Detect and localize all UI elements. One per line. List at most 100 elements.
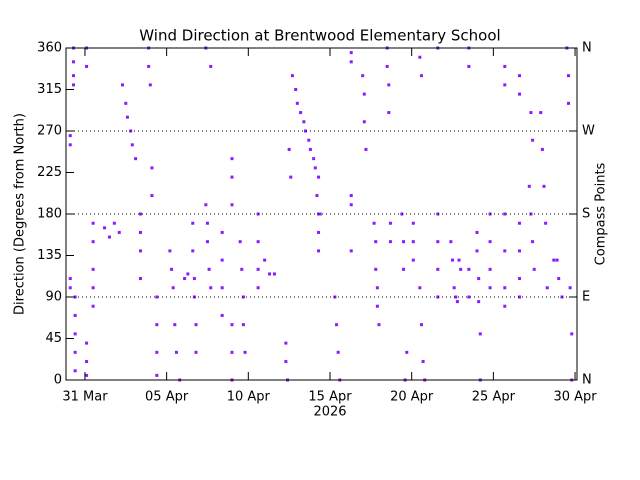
data-point <box>503 286 507 290</box>
data-point <box>419 74 423 78</box>
data-point <box>540 147 544 151</box>
data-point <box>455 300 459 304</box>
data-point <box>205 221 209 225</box>
data-point <box>436 267 440 271</box>
data-point <box>299 111 303 115</box>
data-point <box>375 304 379 308</box>
data-point <box>240 267 244 271</box>
data-point <box>148 83 152 87</box>
data-point <box>388 240 392 244</box>
data-point <box>287 147 291 151</box>
data-point <box>488 240 492 244</box>
data-point <box>241 323 245 327</box>
data-point <box>312 157 316 161</box>
data-point <box>467 64 471 68</box>
data-point <box>388 221 392 225</box>
y2-axis-title: Compass Points <box>594 162 609 265</box>
data-point <box>349 51 353 55</box>
data-point <box>130 143 134 147</box>
data-point <box>336 350 340 354</box>
data-point <box>503 212 507 216</box>
y-tick-label: 45 <box>45 331 62 346</box>
data-point <box>220 258 224 262</box>
data-point <box>73 350 77 354</box>
data-point <box>303 129 307 133</box>
data-point <box>85 360 89 364</box>
data-point <box>238 240 242 244</box>
data-point <box>256 286 260 290</box>
data-point <box>73 313 77 317</box>
data-point <box>477 277 481 281</box>
data-point <box>191 249 195 253</box>
data-point <box>150 166 154 170</box>
data-point <box>194 323 198 327</box>
y-tick-label: 180 <box>37 207 62 222</box>
data-point <box>318 212 322 216</box>
data-point <box>241 295 245 299</box>
data-point <box>155 373 159 377</box>
data-point <box>147 64 151 68</box>
data-point <box>570 332 574 336</box>
data-point <box>436 212 440 216</box>
data-point <box>362 92 366 96</box>
data-point <box>402 267 406 271</box>
data-point <box>567 74 571 78</box>
data-point <box>372 221 376 225</box>
x-tick-label: 10 Apr <box>227 390 271 405</box>
data-point <box>91 304 95 308</box>
data-point <box>377 323 381 327</box>
data-point <box>150 194 154 198</box>
data-point <box>517 295 521 299</box>
data-point <box>230 323 234 327</box>
y-tick-label: 90 <box>45 290 62 305</box>
data-point <box>531 138 535 142</box>
x-tick-label: 20 Apr <box>390 390 434 405</box>
data-point <box>478 332 482 336</box>
data-point <box>289 175 293 179</box>
y-tick-label: 135 <box>37 248 62 263</box>
data-point <box>555 258 559 262</box>
data-point <box>449 240 453 244</box>
data-point <box>374 267 378 271</box>
data-point <box>85 64 89 68</box>
data-point <box>374 240 378 244</box>
data-point <box>155 323 159 327</box>
data-point <box>477 300 481 304</box>
data-point <box>467 295 471 299</box>
data-point <box>68 143 72 147</box>
data-point <box>68 286 72 290</box>
data-point <box>220 286 224 290</box>
data-point <box>192 277 196 281</box>
data-point <box>220 313 224 317</box>
data-point <box>531 240 535 244</box>
data-point <box>112 221 116 225</box>
data-point <box>284 341 288 345</box>
data-point <box>527 184 531 188</box>
data-point <box>117 230 121 234</box>
data-point <box>134 157 138 161</box>
data-point <box>517 277 521 281</box>
data-point <box>230 203 234 207</box>
data-point <box>295 101 299 105</box>
data-point <box>560 295 564 299</box>
data-point <box>290 74 294 78</box>
data-point <box>85 341 89 345</box>
data-point <box>155 350 159 354</box>
y2-tick-label: N <box>582 41 592 56</box>
data-point <box>73 332 77 336</box>
data-point <box>411 221 415 225</box>
data-point <box>170 267 174 271</box>
data-point <box>171 286 175 290</box>
x-tick-label: 31 Mar <box>62 390 108 405</box>
data-point <box>317 230 321 234</box>
data-point <box>204 203 208 207</box>
data-point <box>91 267 95 271</box>
data-point <box>138 230 142 234</box>
data-point <box>503 304 507 308</box>
y2-tick-label: E <box>582 290 590 305</box>
data-point <box>411 240 415 244</box>
y2-tick-label: S <box>582 207 590 222</box>
data-point <box>542 184 546 188</box>
data-point <box>73 295 77 299</box>
